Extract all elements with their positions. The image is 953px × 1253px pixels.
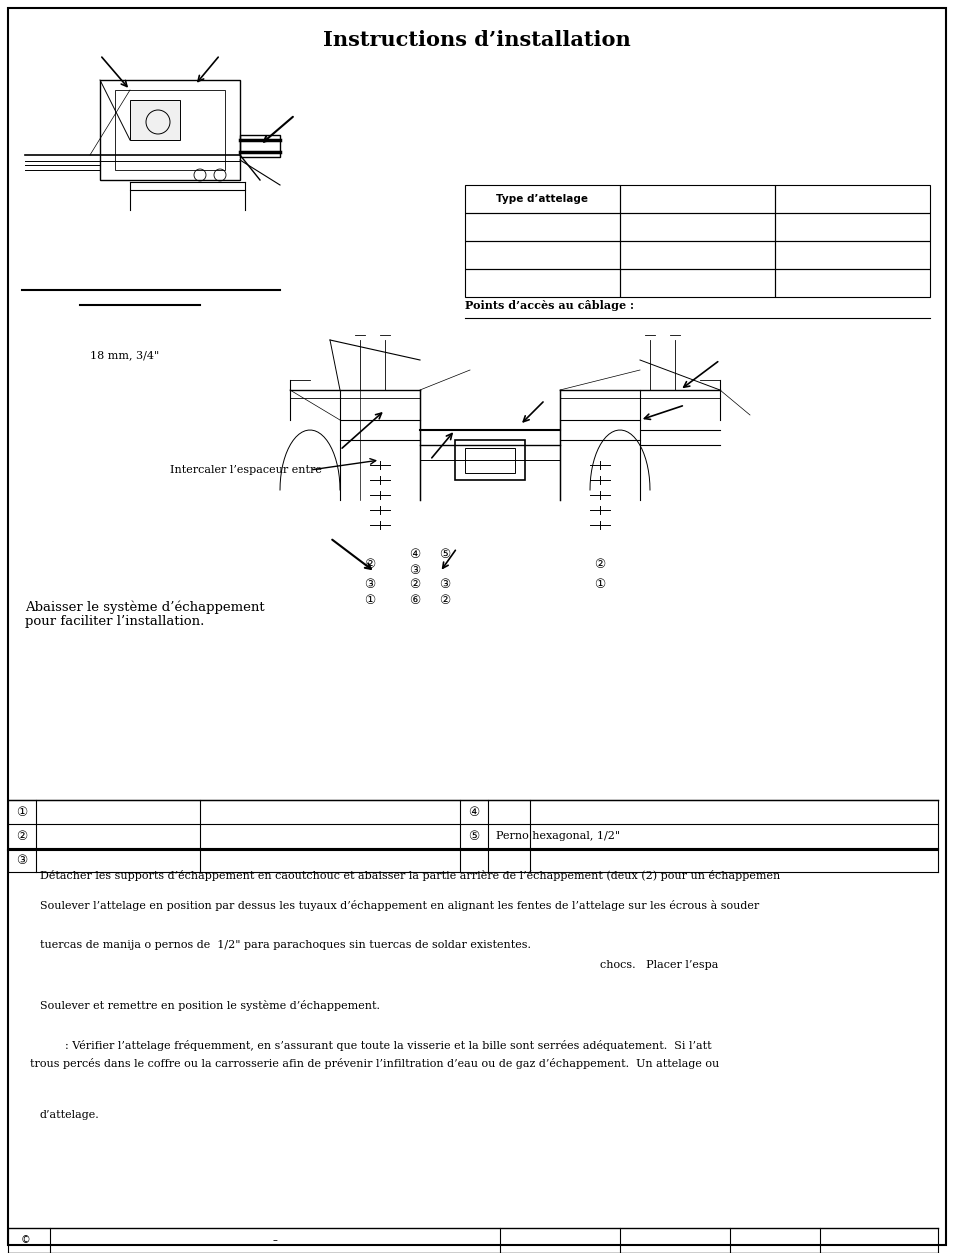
Text: ④: ④	[468, 806, 479, 818]
Text: ①: ①	[364, 594, 375, 606]
Text: ②: ②	[409, 579, 420, 591]
Bar	[464, 241, 619, 269]
Text: Type d’attelage: Type d’attelage	[496, 194, 588, 204]
Text: ④: ④	[409, 549, 420, 561]
Bar	[619, 269, 774, 297]
Text: ⑤: ⑤	[468, 829, 479, 842]
Text: ②: ②	[594, 559, 605, 571]
Text: ②: ②	[439, 594, 450, 606]
Bar	[464, 269, 619, 297]
Text: Abaisser le système d’échappement
pour faciliter l’installation.: Abaisser le système d’échappement pour f…	[25, 600, 264, 629]
Bar	[240, 135, 280, 157]
Bar	[115, 90, 225, 170]
Text: ③: ③	[364, 579, 375, 591]
Bar	[619, 213, 774, 241]
Text: Détacher les supports d’échappement en caoutchouc et abaisser la partie arrière : Détacher les supports d’échappement en c…	[40, 870, 780, 881]
Bar	[464, 185, 619, 213]
Text: ②: ②	[364, 559, 375, 571]
Bar	[774, 185, 929, 213]
Bar	[464, 213, 619, 241]
Text: Perno hexagonal, 1/2": Perno hexagonal, 1/2"	[496, 831, 619, 841]
Text: d’attelage.: d’attelage.	[40, 1110, 100, 1120]
Text: tuercas de manija o pernos de  1/2" para parachoques sin tuercas de soldar exist: tuercas de manija o pernos de 1/2" para …	[40, 940, 531, 950]
Text: ©: ©	[21, 1235, 30, 1245]
Text: ①: ①	[594, 579, 605, 591]
Text: Intercaler l’espaceur entre: Intercaler l’espaceur entre	[170, 465, 321, 475]
Text: Soulever et remettre en position le système d’échappement.: Soulever et remettre en position le syst…	[40, 1000, 379, 1011]
Text: : Vérifier l’attelage fréquemment, en s’assurant que toute la visserie et la bil: : Vérifier l’attelage fréquemment, en s’…	[65, 1040, 711, 1051]
Bar	[100, 80, 240, 180]
Text: ③: ③	[16, 853, 28, 867]
Bar	[774, 269, 929, 297]
Bar	[619, 241, 774, 269]
Bar	[774, 241, 929, 269]
Bar	[464, 449, 515, 472]
Bar	[774, 213, 929, 241]
Text: chocs.   Placer l’espa: chocs. Placer l’espa	[599, 960, 718, 970]
Text: Soulever l’attelage en position par dessus les tuyaux d’échappement en alignant : Soulever l’attelage en position par dess…	[40, 900, 759, 911]
Text: Instructions d’installation: Instructions d’installation	[323, 30, 630, 50]
Text: trous percés dans le coffre ou la carrosserie afin de prévenir l’infiltration d’: trous percés dans le coffre ou la carros…	[30, 1058, 719, 1069]
Text: 18 mm, 3/4": 18 mm, 3/4"	[90, 350, 159, 360]
Text: ①: ①	[16, 806, 28, 818]
Text: ⑤: ⑤	[439, 549, 450, 561]
Text: ⑥: ⑥	[409, 594, 420, 606]
Bar	[619, 185, 774, 213]
Text: Points d’accès au câblage :: Points d’accès au câblage :	[464, 299, 634, 311]
Text: ②: ②	[16, 829, 28, 842]
Text: ③: ③	[439, 579, 450, 591]
Text: ③: ③	[409, 564, 420, 576]
Bar	[455, 440, 524, 480]
Bar	[130, 100, 180, 140]
Text: –: –	[273, 1235, 277, 1245]
